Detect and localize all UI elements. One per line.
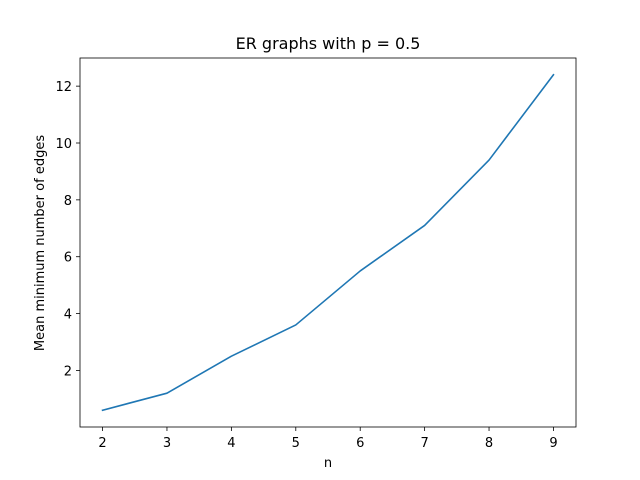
x-tick-label: 6 [356, 436, 364, 451]
y-axis-label: Mean minimum number of edges [33, 135, 48, 351]
plot-area [79, 57, 577, 428]
x-tick-label: 2 [98, 436, 106, 451]
y-tick-label: 4 [64, 308, 72, 323]
y-tick-label: 10 [55, 137, 72, 152]
x-tick-label: 7 [420, 436, 428, 451]
x-axis-ticks: 2 3 4 5 6 7 8 9 [98, 427, 558, 451]
y-tick-label: 8 [64, 194, 72, 209]
x-tick-label: 4 [227, 436, 235, 451]
x-tick-label: 3 [163, 436, 171, 451]
x-axis-label: n [324, 456, 332, 471]
series-layer [101, 73, 555, 412]
y-axis-ticks: 2 4 6 8 10 12 [55, 80, 80, 379]
chart-title: ER graphs with p = 0.5 [236, 34, 421, 53]
series-line [101, 73, 555, 412]
axes-frame [79, 57, 577, 428]
x-tick-label: 9 [549, 436, 557, 451]
y-tick-label: 12 [55, 80, 72, 95]
y-tick-label: 2 [64, 364, 72, 379]
y-tick-label: 6 [64, 251, 72, 266]
x-tick-label: 5 [292, 436, 300, 451]
x-tick-label: 8 [485, 436, 493, 451]
